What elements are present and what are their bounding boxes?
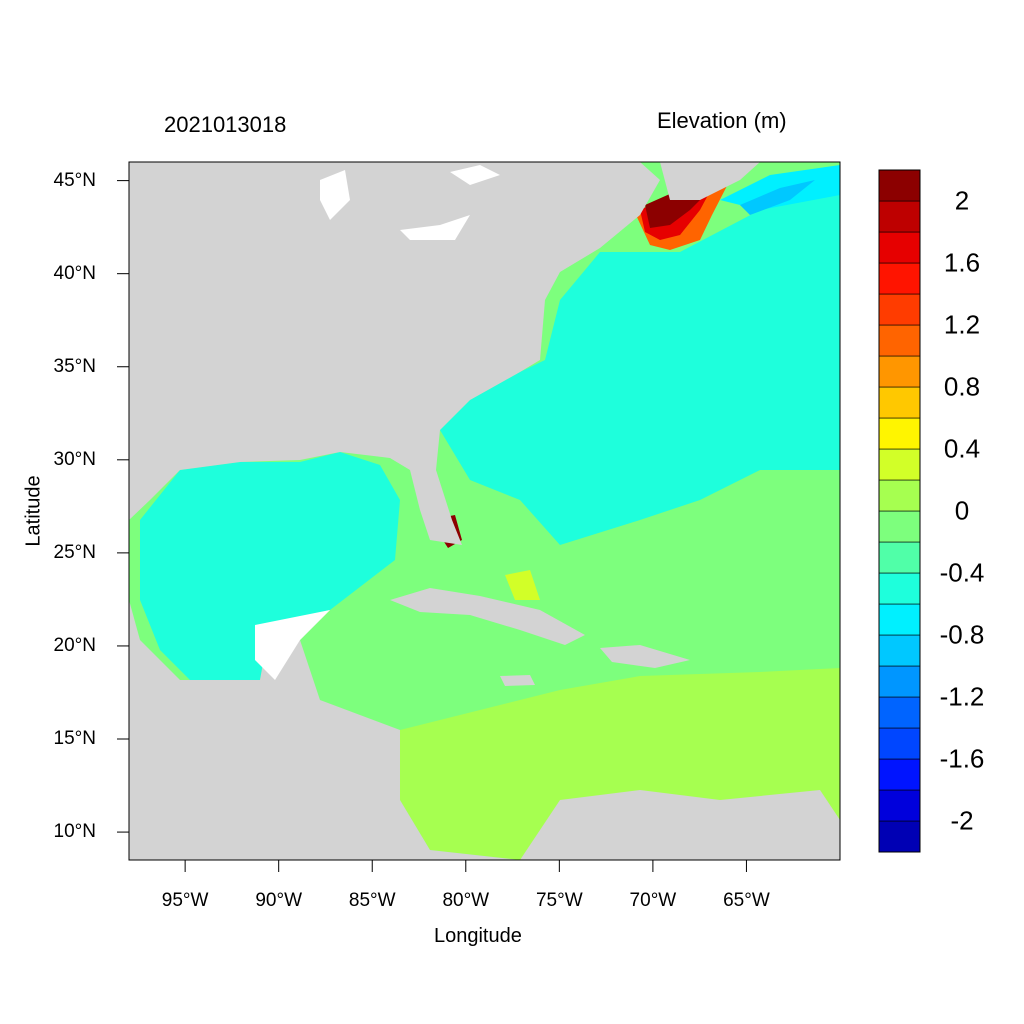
lake-michigan: [320, 170, 350, 220]
colorbar-swatch: [878, 541, 921, 574]
colorbar-label: 1.2: [943, 309, 981, 340]
colorbar-swatch: [878, 634, 921, 667]
lake-erie: [400, 215, 470, 240]
colorbar-label: 1.6: [943, 247, 981, 278]
colorbar-swatch: [878, 479, 921, 512]
colorbar-swatch: [878, 324, 921, 357]
gulf-of-maine-region: [720, 165, 840, 210]
yucatan-coastline-gap: [255, 610, 330, 680]
colorbar-swatch: [878, 231, 921, 264]
colorbar-swatch: [878, 200, 921, 233]
north-america-land: [129, 162, 660, 545]
colorbar-label: -1.2: [939, 681, 985, 712]
axis-ticks: [117, 180, 747, 872]
lake-huron: [450, 165, 500, 185]
y-tick-label: 40°N: [53, 262, 96, 284]
atlantic-shelf-region: [440, 188, 840, 545]
y-tick-label: 10°N: [53, 821, 96, 843]
plot-frame: [128, 161, 841, 861]
y-tick-label: 30°N: [53, 448, 96, 470]
central-america-land: [129, 600, 520, 860]
colorbar-label: -0.8: [939, 619, 985, 650]
time-stamp-title: 2021013018: [164, 112, 287, 137]
colorbar: [878, 169, 921, 853]
colorbar-swatch: [878, 727, 921, 760]
colorbar-swatch: [878, 417, 921, 450]
colorbar-label: -2: [950, 805, 974, 836]
colorbar-swatch: [878, 448, 921, 481]
colorbar-label: 0: [954, 495, 970, 526]
south-america-land: [520, 790, 840, 860]
y-tick-label: 45°N: [53, 169, 96, 191]
nova-scotia-land: [660, 162, 760, 200]
gulf-of-mexico-region: [140, 452, 400, 680]
negative-surge-band: [740, 180, 815, 215]
colorbar-swatch: [878, 572, 921, 605]
colorbar-swatch: [878, 789, 921, 822]
y-tick-label: 35°N: [53, 355, 96, 377]
colorbar-frame: [878, 169, 921, 853]
x-tick-label: 85°W: [348, 890, 396, 911]
x-tick-label: 65°W: [723, 890, 770, 911]
colorbar-swatch: [878, 696, 921, 729]
colorbar-label: -1.6: [939, 743, 985, 774]
hispaniola-land: [600, 645, 690, 668]
y-tick-label: 15°N: [53, 728, 96, 749]
colorbar-swatch: [878, 820, 921, 853]
colorbar-swatch: [878, 758, 921, 791]
colorbar-label: 0.4: [943, 433, 981, 464]
colorbar-swatch: [878, 510, 921, 543]
x-tick-label: 95°W: [161, 890, 209, 911]
y-tick-label: 25°N: [53, 541, 96, 563]
colorbar-swatch: [878, 169, 921, 202]
cuba-land: [390, 588, 585, 645]
x-tick-label: 80°W: [442, 890, 490, 911]
bahamas-positive-surge: [505, 570, 540, 600]
colorbar-label: 0.8: [943, 371, 981, 402]
colorbar-swatch: [878, 603, 921, 636]
colorbar-swatch: [878, 386, 921, 419]
colorbar-label: 2: [954, 185, 970, 216]
jamaica-land: [500, 675, 535, 686]
colorbar-label: -0.4: [939, 557, 985, 588]
colorbar-swatch: [878, 355, 921, 388]
x-tick-label: 70°W: [629, 890, 677, 911]
colorbar-swatch: [878, 262, 921, 295]
map-layers: [129, 162, 840, 860]
x-tick-label: 90°W: [255, 890, 303, 911]
y-tick-label: 20°N: [53, 634, 96, 656]
colorbar-swatch: [878, 665, 921, 698]
x-axis-title: Longitude: [434, 925, 522, 947]
colorbar-swatch: [878, 293, 921, 326]
variable-title: Elevation (m): [657, 108, 787, 133]
x-tick-label: 75°W: [535, 890, 583, 911]
